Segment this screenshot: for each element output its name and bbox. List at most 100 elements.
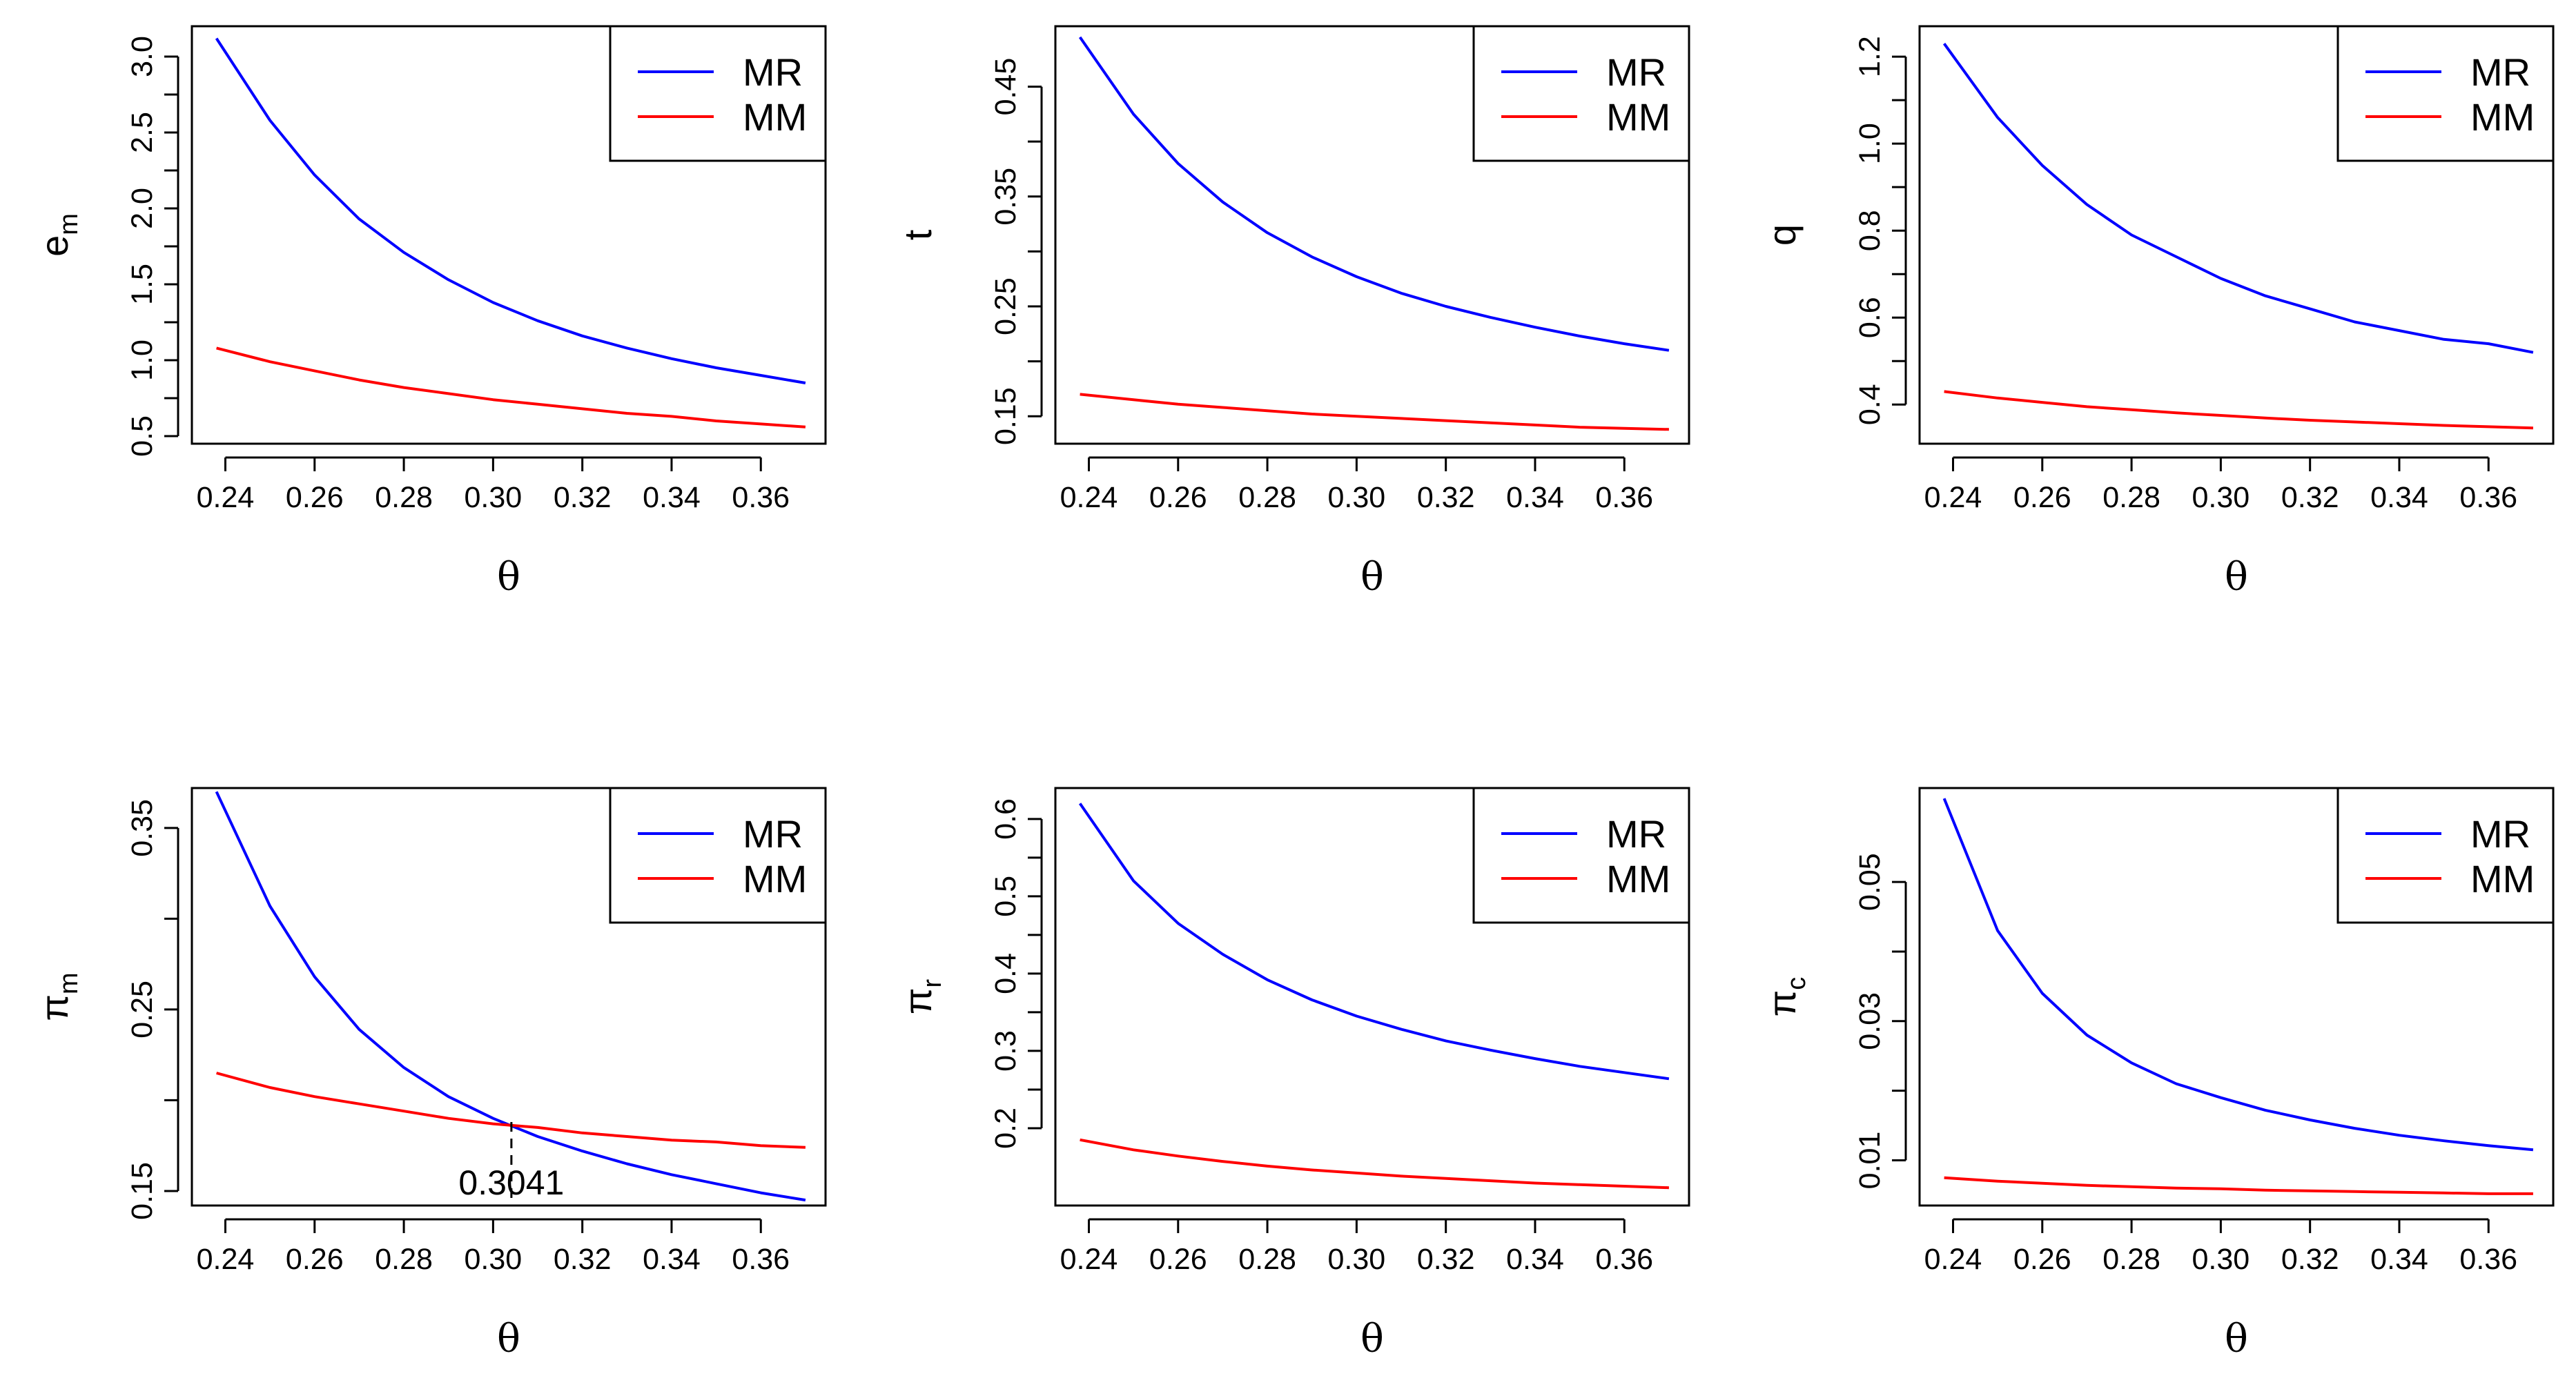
data-point-mr bbox=[1132, 112, 1135, 115]
data-point-mr bbox=[1623, 1071, 1626, 1074]
y-tick-label: 0.2 bbox=[989, 1108, 1022, 1149]
data-point-mm bbox=[1400, 1174, 1403, 1177]
data-point-mr bbox=[215, 790, 218, 793]
data-point-mr bbox=[1266, 978, 1269, 981]
data-point-mr bbox=[670, 1173, 673, 1176]
data-point-mr bbox=[2085, 203, 2088, 206]
data-point-mr bbox=[358, 217, 360, 220]
data-point-mr bbox=[804, 382, 807, 384]
data-point-mr bbox=[313, 174, 316, 177]
y-tick-label: 1.0 bbox=[1853, 123, 1886, 164]
data-point-mr bbox=[313, 976, 316, 978]
y-tick-label: 1.2 bbox=[1853, 36, 1886, 77]
data-point-mm bbox=[2398, 422, 2401, 425]
data-point-mm bbox=[269, 1086, 271, 1089]
data-point-mm bbox=[1623, 427, 1626, 430]
data-point-mr bbox=[1266, 231, 1269, 234]
data-point-mr bbox=[2264, 1109, 2267, 1112]
data-point-mm bbox=[581, 407, 584, 410]
data-point-mm bbox=[1355, 415, 1358, 417]
y-tick-label: 0.15 bbox=[989, 387, 1022, 445]
data-point-mr bbox=[2353, 1127, 2356, 1130]
y-tick-label: 0.05 bbox=[1853, 853, 1886, 911]
data-point-mm bbox=[2130, 1186, 2133, 1188]
series-line-mr bbox=[1942, 43, 2534, 354]
data-point-mr bbox=[1943, 42, 1946, 45]
legend-label-mr: MR bbox=[2470, 50, 2530, 94]
y-tick-label: 0.4 bbox=[1853, 384, 1886, 425]
data-point-mm bbox=[2398, 1191, 2401, 1194]
y-tick-label: 0.35 bbox=[126, 799, 159, 857]
series-line-mm bbox=[1944, 1176, 2533, 1195]
data-point-mr bbox=[2398, 1134, 2401, 1137]
plot-frame bbox=[1918, 787, 2555, 1207]
x-tick-label: 0.24 bbox=[1924, 481, 1982, 514]
x-tick-label: 0.30 bbox=[2192, 481, 2250, 514]
data-point-mm bbox=[1079, 393, 1082, 395]
series-line-mr bbox=[1078, 36, 1670, 352]
y-axis-title: πm bbox=[32, 972, 84, 1021]
data-point-mm bbox=[1445, 1177, 1447, 1180]
y-axis-title: q bbox=[1760, 224, 1804, 246]
data-point-mm bbox=[1996, 397, 1999, 400]
chart-panel-1: 0.24 0.26 0.28 0.30 0.32 0.34 0.36 0.5 1.0 1.5 2.0… bbox=[32, 25, 827, 600]
x-axis-title: θ bbox=[497, 1317, 520, 1361]
x-tick-label: 0.34 bbox=[1506, 1243, 1564, 1276]
data-point-mm bbox=[1623, 1185, 1626, 1188]
legend-label-mm: MM bbox=[2470, 95, 2535, 139]
x-tick-label: 0.24 bbox=[197, 1243, 255, 1276]
data-point-mr bbox=[1177, 162, 1180, 165]
plot-frame bbox=[1054, 787, 1690, 1207]
chart-panel-2: 0.24 0.26 0.28 0.30 0.32 0.34 0.36 0.15 0.25 0.35… bbox=[896, 25, 1690, 600]
data-point-mm bbox=[2175, 411, 2178, 414]
data-point-mm bbox=[1221, 406, 1224, 409]
data-point-mr bbox=[2175, 1083, 2178, 1085]
x-tick-label: 0.36 bbox=[1595, 1243, 1653, 1276]
data-point-mr bbox=[1534, 1057, 1536, 1060]
data-point-mm bbox=[1266, 1165, 1269, 1168]
data-point-mr bbox=[1079, 36, 1082, 39]
series-line-mm bbox=[1080, 1138, 1669, 1190]
x-tick-label: 0.36 bbox=[2459, 481, 2517, 514]
y-tick-label: 0.25 bbox=[989, 277, 1022, 335]
x-tick-label: 0.28 bbox=[2102, 481, 2160, 514]
x-tick-label: 0.32 bbox=[554, 1243, 612, 1276]
data-point-mm bbox=[1400, 417, 1403, 420]
chart-panel-5: 0.24 0.26 0.28 0.30 0.32 0.34 0.36 0.2 0.3 0.4 0.5… bbox=[896, 787, 1690, 1361]
data-point-mm bbox=[358, 379, 360, 382]
y-axis-title-subscript: m bbox=[55, 972, 84, 994]
data-point-mm bbox=[1079, 1139, 1082, 1141]
y-axis-title-main: π bbox=[896, 988, 939, 1015]
data-point-mr bbox=[1489, 1049, 1492, 1052]
y-tick-label: 0.4 bbox=[989, 953, 1022, 994]
data-point-mm bbox=[1177, 403, 1180, 406]
data-point-mm bbox=[804, 1146, 807, 1149]
x-tick-label: 0.36 bbox=[732, 481, 790, 514]
data-point-mm bbox=[1177, 1154, 1180, 1157]
y-axis-title-subscript: c bbox=[1782, 977, 1811, 990]
x-axis-title: θ bbox=[1360, 555, 1384, 600]
x-tick-label: 0.28 bbox=[375, 1243, 433, 1276]
data-point-mr bbox=[2085, 1034, 2088, 1036]
data-point-mm bbox=[2353, 1190, 2356, 1193]
x-tick-label: 0.34 bbox=[643, 481, 701, 514]
x-tick-label: 0.28 bbox=[1238, 1243, 1296, 1276]
data-point-mr bbox=[2219, 277, 2222, 280]
data-point-mr bbox=[1445, 1039, 1447, 1042]
y-tick-label: 1.0 bbox=[126, 340, 159, 381]
data-point-mr bbox=[1668, 1077, 1670, 1080]
data-point-mm bbox=[2219, 414, 2222, 417]
y-axis-title: πr bbox=[896, 979, 947, 1015]
data-point-mm bbox=[491, 398, 494, 401]
y-tick-label: 2.5 bbox=[126, 112, 159, 153]
data-point-mm bbox=[313, 369, 316, 372]
plot-frame bbox=[1918, 25, 2555, 445]
data-point-mr bbox=[447, 278, 450, 281]
plot-frame bbox=[1054, 25, 1690, 445]
x-tick-label: 0.30 bbox=[465, 1243, 523, 1276]
legend-label-mr: MR bbox=[743, 812, 803, 856]
x-tick-label: 0.36 bbox=[1595, 481, 1653, 514]
